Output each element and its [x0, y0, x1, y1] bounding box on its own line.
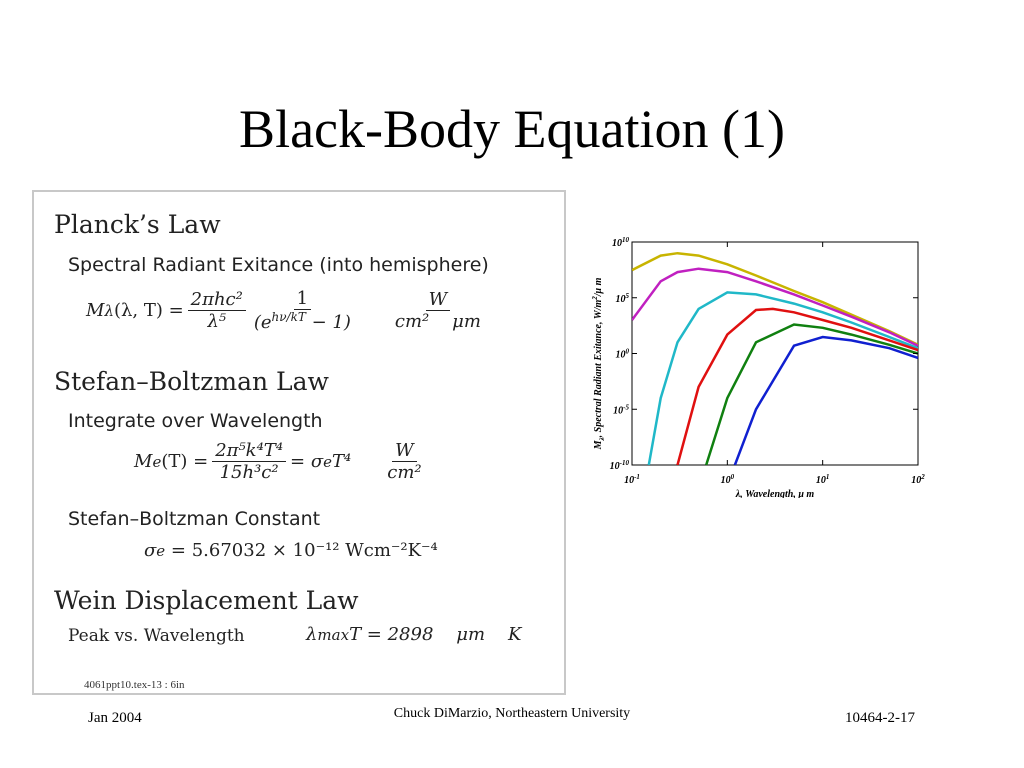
tick-exponent: 10: [622, 236, 630, 244]
heading: Wein Displacement Law: [54, 586, 359, 615]
heading: Stefan–Boltzman Law: [54, 367, 329, 396]
slide-title: Black-Body Equation (1): [239, 99, 785, 159]
eq-part: cm² μm: [394, 311, 481, 332]
tick-label: 10-5: [613, 403, 629, 416]
subheading: Stefan–Boltzman Constant: [68, 508, 321, 530]
curve: [705, 323, 918, 465]
source-note: 4061ppt10.tex-13 : 6in: [84, 679, 185, 691]
eq-part: λ: [306, 624, 318, 645]
tick-exponent: 5: [626, 292, 630, 300]
eq-part: e: [156, 541, 166, 560]
tick-base: 10: [612, 238, 622, 249]
equation: λ max T = 2898 μm K: [306, 624, 521, 645]
tick-label: 100: [616, 348, 630, 361]
heading: Planck’s Law: [54, 210, 221, 239]
y-label-part: λ: [598, 437, 606, 441]
subheading: Spectral Radiant Exitance (into hemisphe…: [68, 254, 489, 276]
y-label-part: /μ m: [593, 277, 604, 297]
fraction: 2π⁵k⁴T⁴ 15h³c²: [212, 440, 287, 483]
tick-label: 10-10: [610, 459, 630, 472]
tick-base: 10: [721, 475, 731, 486]
y-label-part: 2: [591, 296, 599, 301]
curve: [632, 251, 918, 346]
curve: [647, 291, 918, 465]
tick-label: 102: [911, 473, 925, 486]
eq-part: M: [86, 300, 105, 321]
eq-part: σ: [144, 540, 157, 561]
eq-part: cm²: [387, 462, 422, 483]
eq-part: 2π⁵k⁴T⁴: [212, 440, 287, 462]
y-label-part: M: [593, 439, 604, 450]
fraction: 1 (ehν/kT − 1): [254, 288, 351, 333]
eq-part: (T) =: [161, 451, 209, 472]
tick-exponent: 1: [826, 473, 830, 481]
eq-part: hν/kT: [271, 310, 306, 324]
eq-part: 2πhc²: [187, 289, 246, 311]
eq-part: W: [392, 440, 417, 462]
fraction: 2πhc² λ⁵: [187, 289, 246, 332]
tick-base: 10: [616, 350, 626, 361]
footer-date: Jan 2004: [88, 710, 142, 726]
tick-label: 10-1: [624, 473, 640, 486]
x-axis-label: λ, Wavelength, μ m: [735, 489, 815, 498]
eq-part: − 1): [305, 312, 351, 333]
eq-part: e: [323, 452, 333, 471]
y-label-part: , Spectral Radiant Exitance, W/m: [593, 300, 604, 439]
footer-author: Chuck DiMarzio, Northeastern University: [393, 706, 631, 721]
tick-label: 1010: [612, 236, 630, 249]
eq-part: W: [425, 289, 451, 311]
tick-base: 10: [911, 475, 921, 486]
curve: [676, 307, 918, 465]
tick-exponent: 0: [731, 473, 735, 481]
tick-base: 10: [616, 294, 626, 305]
eq-part: = 5.67032 × 10⁻¹² Wcm⁻²K⁻⁴: [165, 540, 438, 561]
label: Peak vs. Wavelength: [68, 626, 245, 646]
curves: [632, 251, 918, 465]
eq-part: T⁴: [332, 451, 352, 472]
tick-label: 105: [616, 292, 630, 305]
tick-base: 10: [624, 475, 634, 486]
tick-exponent: -1: [634, 473, 640, 481]
eq-part: (λ, T) =: [113, 300, 184, 321]
eq-part: 15h³c²: [219, 462, 279, 483]
tick-base: 10: [610, 461, 620, 472]
y-axis-label: Mλ, Spectral Radiant Exitance, W/m2/μ m: [591, 277, 606, 450]
eq-part: e: [152, 452, 162, 471]
tick-base: 10: [613, 405, 623, 416]
tick-label: 101: [816, 473, 830, 486]
curve: [632, 267, 918, 347]
tick-exponent: 2: [920, 473, 925, 481]
subheading: Integrate over Wavelength: [68, 410, 323, 432]
equation-panel: Planck’s Law Spectral Radiant Exitance (…: [32, 190, 566, 695]
tick-base: 10: [816, 475, 826, 486]
tick-exponent: 0: [626, 348, 630, 356]
eq-part: 1: [293, 288, 312, 310]
eq-part: λ⁵: [207, 311, 227, 332]
footer-id: 10464-2-17: [845, 710, 915, 726]
eq-part: λ: [104, 301, 114, 320]
eq-part: max: [317, 625, 350, 644]
curve: [733, 335, 918, 465]
eq-group: (ehν/kT − 1): [254, 310, 351, 333]
eq-part: = σ: [290, 451, 324, 472]
tick-exponent: -5: [623, 403, 629, 411]
eq-part: (e: [253, 312, 272, 333]
eq-part: M: [134, 451, 153, 472]
tick-exponent: -10: [620, 459, 630, 467]
tick-label: 100: [721, 473, 735, 486]
eq-part: T = 2898 μm K: [349, 624, 522, 645]
